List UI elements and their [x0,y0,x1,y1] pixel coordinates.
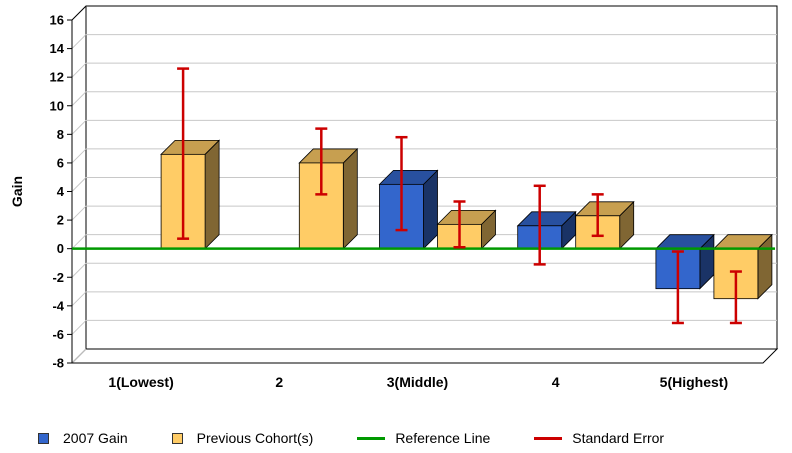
gridline-side [71,234,87,250]
gridline-side [71,291,87,307]
y-axis-top-edge [71,5,87,21]
gain-bar-chart: 16 14 12 10 8 6 4 2 0 -2 -4 -6 -8 Gain 1(Lowest) 2 3(Mid… [9,5,779,391]
error-bar [671,250,684,325]
y-tick-label: 4 [57,184,65,199]
x-category-label: 4 [552,374,560,390]
y-tick-label: -6 [52,327,64,342]
x-category-label: 2 [275,374,283,390]
y-tick-label: 16 [50,13,64,28]
legend-item-2007-gain: 2007 Gain [38,430,128,446]
plot-floor [70,348,779,364]
bar-previous-cohort [712,233,773,300]
error-bar [591,193,604,238]
y-tick-label: 0 [57,241,64,256]
bar-previous-cohort [436,209,497,250]
y-tick-label: 2 [57,213,64,228]
error-bar [177,67,190,240]
y-tick-label: 14 [50,41,65,56]
x-category-label: 3(Middle) [387,374,448,390]
legend-swatch-2007-gain [38,432,49,444]
y-axis-title: Gain [9,176,25,207]
gridline-side [71,62,87,78]
y-tick-label: 10 [50,98,64,113]
bar-previous-cohort [298,147,359,250]
bar-side-face [342,147,358,250]
labels: 16 14 12 10 8 6 4 2 0 -2 -4 -6 -8 Gain 1(Lowest) 2 3(Mid… [9,13,728,391]
legend-label-2007-gain: 2007 Gain [63,430,128,446]
legend-line-standard-error [534,436,563,440]
y-tick-label: -4 [52,298,64,313]
x-category-label: 1(Lowest) [108,374,173,390]
legend-label-standard-error: Standard Error [572,430,665,446]
y-tick-label: -2 [52,270,64,285]
error-bar [533,184,546,266]
bar-side-face [204,139,220,250]
legend-swatch-previous-cohort [171,432,183,444]
gridline-side [71,34,87,49]
y-tick-label: 12 [50,70,64,85]
legend-label-reference-line: Reference Line [395,430,491,446]
y-tick-label: 6 [57,155,64,170]
gridline-side [71,148,87,164]
legend-label-previous-cohort: Previous Cohort(s) [196,430,314,446]
bar-previous-cohort [574,200,635,250]
legend-item-previous-cohort: Previous Cohort(s) [171,430,314,446]
gridline-side [71,348,87,364]
error-bars [177,67,742,325]
legend-item-standard-error: Standard Error [534,430,664,446]
error-bar [453,200,466,249]
bar-2007-gain [654,233,715,290]
bar-2007-gain [516,210,577,250]
error-bar [729,270,742,325]
gridline-side [71,320,87,335]
gridline-side [71,205,87,221]
gridline-side [71,91,87,107]
error-bar [315,127,328,196]
x-category-label: 5(Highest) [660,374,728,390]
bar-previous-cohort [160,139,221,250]
gridline-side [71,262,87,278]
error-bar [395,135,408,232]
bar-2007-gain [378,169,439,250]
y-tick-label: -8 [52,356,64,371]
chart-legend: 2007 Gain Previous Cohort(s) Reference L… [38,428,664,448]
legend-line-reference [357,436,386,440]
legend-item-reference-line: Reference Line [357,430,490,446]
axes [67,5,763,364]
y-tick-label: 8 [57,127,64,142]
gridline-side [71,119,87,135]
gridline-side [71,177,87,192]
